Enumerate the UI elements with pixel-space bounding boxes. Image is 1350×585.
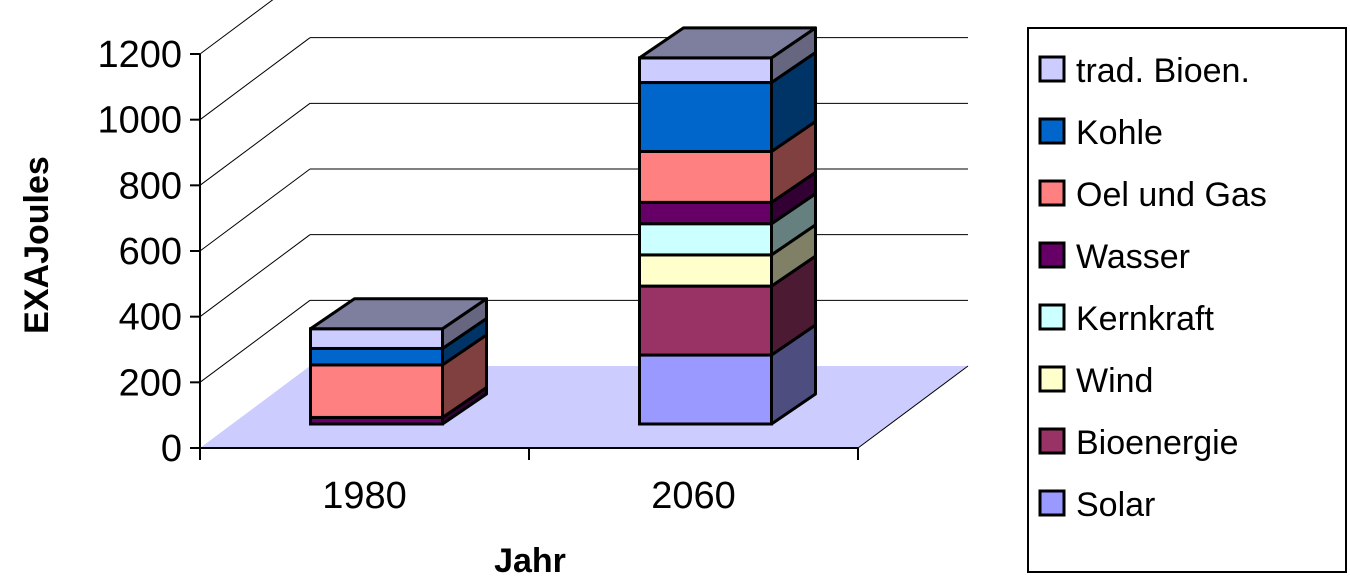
floor-edge [857, 365, 969, 449]
legend-swatch [1038, 117, 1066, 145]
bar-segment [309, 363, 444, 419]
bars [309, 26, 817, 426]
legend-swatch [1038, 241, 1066, 269]
legend-label: Bioenergie [1076, 424, 1239, 462]
legend-item: Oel und Gas [1038, 176, 1267, 214]
y-tick-label: 0 [161, 428, 182, 470]
bar-segment [309, 327, 444, 350]
legend-swatch [1038, 365, 1066, 393]
legend-swatch [1038, 303, 1066, 331]
y-tick-label: 200 [119, 362, 182, 404]
bar-segment [638, 200, 773, 226]
legend-label: Wasser [1076, 238, 1190, 276]
legend-swatch [1038, 179, 1066, 207]
legend-label: Oel und Gas [1076, 176, 1267, 214]
legend-item: Bioenergie [1038, 424, 1239, 462]
y-axis-title: EXAJoules [18, 156, 56, 334]
gridline-side [199, 168, 311, 252]
y-tick-label: 600 [119, 231, 182, 273]
bar-stack [638, 26, 817, 426]
bar-stack [309, 297, 488, 426]
y-tick-label: 1000 [97, 100, 182, 142]
gridline-side [199, 102, 311, 186]
bar-segment [638, 353, 773, 426]
x-axis-title: Jahr [494, 542, 566, 580]
x-tick-label: 1980 [322, 475, 407, 517]
legend-item: Solar [1038, 486, 1155, 524]
bar-top [638, 26, 817, 60]
gridline-side [199, 0, 274, 55]
y-tick-label: 400 [119, 297, 182, 339]
legend-item: Kernkraft [1038, 300, 1214, 338]
bar-segment [638, 149, 773, 204]
legend-label: Solar [1076, 486, 1155, 524]
gridline-side [199, 299, 311, 383]
legend-item: Kohle [1038, 114, 1163, 152]
tick-labels: 0 200 400 600 800 1000 1200 1980 2060 [97, 34, 735, 517]
x-tick-label: 2060 [651, 475, 736, 517]
y-tick-label: 1200 [97, 34, 182, 76]
bar-segment [638, 56, 773, 85]
gridline-side [199, 37, 311, 121]
gridline-side [199, 234, 311, 318]
bar-segment [638, 81, 773, 153]
bar-top [309, 297, 488, 331]
bar-segment [309, 346, 444, 367]
legend-swatch [1038, 427, 1066, 455]
bar-segment [638, 284, 773, 357]
axes [190, 53, 969, 460]
legend-label: Kohle [1076, 114, 1163, 152]
legend-label: Kernkraft [1076, 300, 1214, 338]
legend-label: trad. Bioen. [1076, 52, 1250, 90]
legend-swatch [1038, 489, 1066, 517]
legend-box [1027, 27, 1347, 573]
legend: trad. Bioen. Kohle Oel und Gas Wasser Kernkr… [1027, 27, 1347, 573]
legend-item: Wind [1038, 362, 1153, 400]
legend-label: Wind [1076, 362, 1153, 400]
legend-item: trad. Bioen. [1038, 52, 1250, 90]
legend-item: Wasser [1038, 238, 1190, 276]
bar-segment [638, 222, 773, 257]
legend-swatch [1038, 55, 1066, 83]
y-tick-label: 800 [119, 165, 182, 207]
bar-segment [638, 253, 773, 288]
